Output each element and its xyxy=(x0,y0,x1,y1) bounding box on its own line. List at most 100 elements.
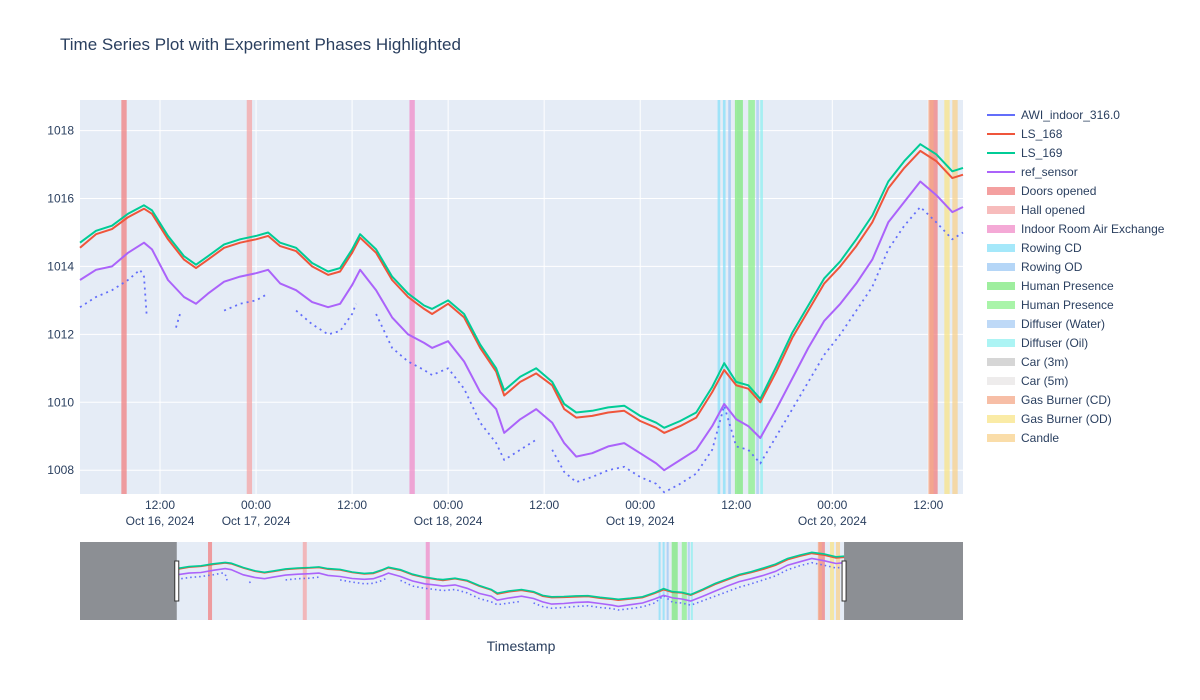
legend-label: LS_168 xyxy=(1021,127,1063,141)
plot-area[interactable] xyxy=(80,100,963,494)
x-tick-label: 12:00 xyxy=(913,498,943,512)
series-line-ref-sensor xyxy=(79,180,964,472)
legend-label: Diffuser (Water) xyxy=(1021,317,1105,331)
legend-item[interactable]: Gas Burner (CD) xyxy=(987,393,1111,407)
legend-item[interactable]: Car (5m) xyxy=(987,374,1068,388)
phase-band xyxy=(121,100,127,494)
legend-label: Car (3m) xyxy=(1021,355,1068,369)
legend-swatch-band xyxy=(987,415,1015,423)
legend-item[interactable]: Human Presence xyxy=(987,298,1114,312)
slider-phase-band xyxy=(425,542,430,620)
x-tick-date-label: Oct 17, 2024 xyxy=(222,514,291,528)
legend-item[interactable]: Diffuser (Water) xyxy=(987,317,1105,331)
legend-swatch-band xyxy=(987,358,1015,366)
legend-label: Human Presence xyxy=(1021,298,1114,312)
legend-item[interactable]: Rowing OD xyxy=(987,260,1083,274)
legend-label: Doors opened xyxy=(1021,184,1096,198)
x-tick-date-label: Oct 18, 2024 xyxy=(414,514,483,528)
y-axis: 1008 1010 1012 1014 1016 1018 xyxy=(47,124,74,478)
y-tick-label: 1018 xyxy=(47,124,74,138)
phase-band xyxy=(246,100,253,494)
slider-phase-band xyxy=(687,542,690,620)
chart-title: Time Series Plot with Experiment Phases … xyxy=(60,35,461,54)
legend-label: Gas Burner (CD) xyxy=(1021,393,1111,407)
slider-phase-band xyxy=(835,542,841,620)
y-tick-label: 1008 xyxy=(47,463,74,477)
slider-phase-band xyxy=(817,542,822,620)
legend-item[interactable]: Gas Burner (OD) xyxy=(987,412,1112,426)
slider-phase-band xyxy=(690,542,693,620)
phase-band xyxy=(760,100,763,494)
x-tick-label: 00:00 xyxy=(817,498,847,512)
series-line-ls-168 xyxy=(79,149,964,434)
range-slider-background[interactable] xyxy=(80,542,963,620)
legend-swatch-band xyxy=(987,377,1015,385)
slider-phase-band xyxy=(681,542,687,620)
x-axis-title: Timestamp xyxy=(487,638,556,654)
legend-item[interactable]: Diffuser (Oil) xyxy=(987,336,1088,350)
legend-label: LS_169 xyxy=(1021,146,1063,160)
legend-label: Rowing OD xyxy=(1021,260,1083,274)
slider-line-awi-indoor-316-0 xyxy=(176,561,845,611)
x-tick-date-label: Oct 16, 2024 xyxy=(126,514,195,528)
slider-handle-right[interactable] xyxy=(841,560,847,602)
x-tick-label: 00:00 xyxy=(625,498,655,512)
legend-item[interactable]: Doors opened xyxy=(987,184,1096,198)
slider-phase-band xyxy=(671,542,678,620)
slider-line-ref-sensor xyxy=(176,557,845,608)
legend-item[interactable]: Car (3m) xyxy=(987,355,1068,369)
legend-item[interactable]: LS_168 xyxy=(987,127,1063,141)
phase-band xyxy=(722,100,726,494)
legend-label: Candle xyxy=(1021,431,1059,445)
legend-swatch-band xyxy=(987,263,1015,271)
legend-swatch-band xyxy=(987,225,1015,233)
legend-item[interactable]: Human Presence xyxy=(987,279,1114,293)
phase-band xyxy=(928,100,934,494)
legend-label: Indoor Room Air Exchange xyxy=(1021,222,1165,236)
phase-band xyxy=(944,100,950,494)
legend-item[interactable]: AWI_indoor_316.0 xyxy=(987,108,1120,122)
range-slider[interactable] xyxy=(80,542,963,620)
slider-phase-band xyxy=(829,542,834,620)
legend-label: Rowing CD xyxy=(1021,241,1082,255)
phase-band xyxy=(756,100,759,494)
legend-item[interactable]: Candle xyxy=(987,431,1059,445)
legend-swatch-band xyxy=(987,339,1015,347)
legend-swatch-band xyxy=(987,320,1015,328)
x-axis: 12:00 Oct 16, 2024 00:00 Oct 17, 2024 12:00 0… xyxy=(126,498,944,528)
legend-swatch-band xyxy=(987,434,1015,442)
y-tick-label: 1016 xyxy=(47,192,74,206)
slider-mask-right xyxy=(844,542,963,620)
phase-band xyxy=(717,100,721,494)
legend[interactable]: AWI_indoor_316.0 LS_168 LS_169 ref_sensor Do… xyxy=(987,108,1165,445)
x-tick-label: 12:00 xyxy=(529,498,559,512)
legend-item[interactable]: ref_sensor xyxy=(987,165,1078,179)
legend-item[interactable]: Rowing CD xyxy=(987,241,1082,255)
phase-band xyxy=(952,100,958,494)
range-slider-lines xyxy=(176,551,845,611)
slider-phase-band xyxy=(302,542,307,620)
legend-label: Hall opened xyxy=(1021,203,1085,217)
legend-label: AWI_indoor_316.0 xyxy=(1021,108,1120,122)
x-tick-label: 12:00 xyxy=(145,498,175,512)
legend-swatch-band xyxy=(987,206,1015,214)
legend-label: ref_sensor xyxy=(1021,165,1078,179)
x-tick-date-label: Oct 20, 2024 xyxy=(798,514,867,528)
legend-swatch-band xyxy=(987,282,1015,290)
legend-label: Car (5m) xyxy=(1021,374,1068,388)
series-lines xyxy=(79,143,964,494)
slider-phase-band xyxy=(662,542,665,620)
legend-swatch-band xyxy=(987,301,1015,309)
legend-swatch-band xyxy=(987,244,1015,252)
slider-line-ls-169 xyxy=(176,551,845,601)
x-tick-label: 12:00 xyxy=(721,498,751,512)
slider-handle-left[interactable] xyxy=(174,560,180,602)
legend-item[interactable]: Hall opened xyxy=(987,203,1085,217)
legend-label: Human Presence xyxy=(1021,279,1114,293)
legend-item[interactable]: Indoor Room Air Exchange xyxy=(987,222,1165,236)
slider-mask-left xyxy=(80,542,177,620)
x-tick-label: 00:00 xyxy=(241,498,271,512)
legend-item[interactable]: LS_169 xyxy=(987,146,1063,160)
range-slider-mask xyxy=(80,542,963,620)
